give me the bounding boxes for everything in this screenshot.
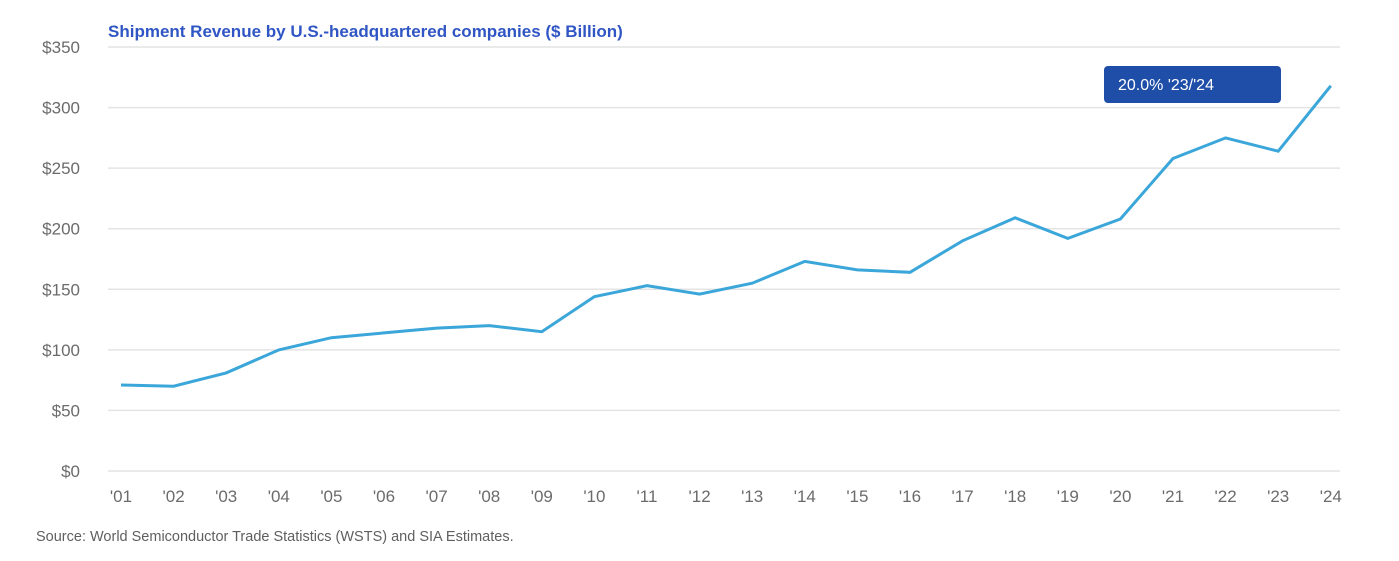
x-tick-label: '10 <box>583 487 605 506</box>
x-tick-label: '04 <box>268 487 290 506</box>
y-tick-label: $250 <box>42 159 80 178</box>
x-tick-label: '03 <box>215 487 237 506</box>
x-tick-label: '23 <box>1267 487 1289 506</box>
x-tick-label: '06 <box>373 487 395 506</box>
x-tick-label: '13 <box>741 487 763 506</box>
y-tick-label: $300 <box>42 99 80 118</box>
x-tick-label: '20 <box>1109 487 1131 506</box>
series-group <box>120 84 1332 388</box>
x-tick-label: '07 <box>426 487 448 506</box>
x-tick-label: '11 <box>637 487 658 506</box>
annotation-badge: 20.0% '23/'24 <box>1104 66 1281 103</box>
y-tick-label: $350 <box>42 38 80 57</box>
x-tick-label: '22 <box>1215 487 1237 506</box>
x-tick-label: '12 <box>689 487 711 506</box>
x-tick-label: '09 <box>531 487 553 506</box>
x-tick-label: '05 <box>320 487 342 506</box>
x-tick-label: '21 <box>1162 487 1184 506</box>
x-tick-label: '01 <box>110 487 132 506</box>
x-tick-label: '14 <box>794 487 816 506</box>
y-tick-label: $150 <box>42 280 80 299</box>
x-tick-label: '08 <box>478 487 500 506</box>
x-tick-label: '15 <box>846 487 868 506</box>
x-tick-label: '18 <box>1004 487 1026 506</box>
x-tick-label: '17 <box>952 487 974 506</box>
x-tick-label: '24 <box>1320 487 1342 506</box>
gridlines <box>108 46 1340 472</box>
annotation-badge-text: 20.0% '23/'24 <box>1118 77 1214 94</box>
source-note: Source: World Semiconductor Trade Statis… <box>36 529 514 545</box>
x-tick-label: '16 <box>899 487 921 506</box>
y-tick-label: $0 <box>61 462 80 481</box>
x-tick-label: '02 <box>163 487 185 506</box>
y-tick-label: $200 <box>42 220 80 239</box>
annotation-badge-background <box>1104 66 1281 103</box>
y-tick-label: $50 <box>52 401 80 420</box>
y-axis-tick-labels: $0 $50 $100 $150 $200 $250 $300 $350 <box>42 38 80 481</box>
chart-title: Shipment Revenue by U.S.-headquartered c… <box>108 22 623 41</box>
y-tick-label: $100 <box>42 341 80 360</box>
x-tick-label: '19 <box>1057 487 1079 506</box>
series-line <box>120 84 1332 388</box>
x-axis-tick-labels: '01 '02 '03 '04 '05 '06 '07 '08 '09 '10 '11 '12 '13 '… <box>110 487 1342 506</box>
